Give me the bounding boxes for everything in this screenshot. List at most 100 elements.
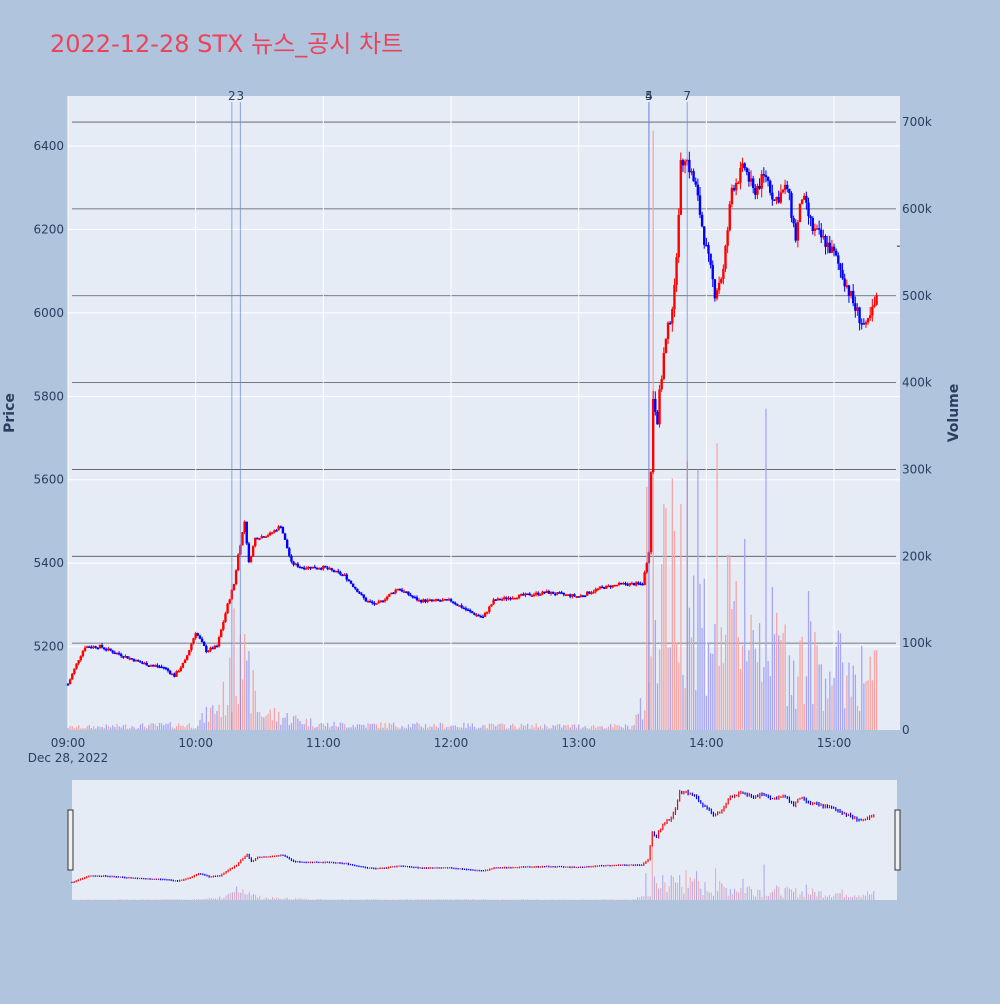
- candle-body: [205, 646, 207, 652]
- candle-body: [807, 203, 809, 216]
- candle-body: [499, 599, 501, 601]
- volume-bar: [663, 504, 664, 730]
- candle-body: [580, 595, 582, 597]
- volume-bar: [108, 726, 109, 730]
- volume-bar: [397, 727, 398, 730]
- mini-volume-bar: [848, 897, 849, 900]
- volume-bar: [716, 443, 717, 730]
- volume-bar: [467, 723, 468, 730]
- candle-body: [746, 168, 748, 172]
- volume-bar: [342, 723, 343, 730]
- candle-body: [305, 568, 307, 570]
- volume-bar: [731, 609, 732, 730]
- candle-body: [873, 305, 875, 307]
- volume-bar: [176, 726, 177, 730]
- candle-body: [222, 622, 224, 630]
- candle-body: [537, 593, 539, 595]
- mini-volume-bar: [799, 895, 800, 900]
- candle-body: [801, 200, 803, 204]
- candle-body: [443, 599, 445, 601]
- mini-volume-bar: [215, 899, 216, 900]
- mini-volume-bar: [399, 899, 400, 900]
- volume-bar: [270, 710, 271, 730]
- mini-volume-bar: [316, 899, 317, 900]
- candle-body: [420, 600, 422, 602]
- mini-volume-bar: [217, 899, 218, 900]
- volume-bar: [636, 715, 637, 730]
- candle-body: [360, 594, 362, 596]
- candle-body: [680, 160, 682, 215]
- volume-bar: [144, 727, 145, 730]
- volume-bar: [572, 725, 573, 730]
- mini-volume-bar: [475, 899, 476, 900]
- mini-volume-bar: [603, 899, 604, 900]
- volume-bar: [608, 726, 609, 730]
- volume-bar: [580, 729, 581, 730]
- volume-bar: [810, 621, 811, 730]
- candle-body: [233, 584, 235, 590]
- volume-bar: [665, 508, 666, 730]
- volume-bar: [512, 724, 513, 730]
- mini-volume-bar: [219, 897, 220, 900]
- mini-volume-bar: [342, 899, 343, 900]
- mini-volume-bar: [582, 899, 583, 900]
- mini-volume-bar: [278, 898, 279, 900]
- range-handle-left[interactable]: [68, 810, 73, 870]
- mini-volume-bar: [730, 889, 731, 900]
- mini-volume-bar: [795, 888, 796, 900]
- volume-bar: [589, 729, 590, 730]
- volume-bar: [180, 726, 181, 730]
- candle-body: [726, 230, 728, 246]
- mini-volume-bar: [472, 899, 473, 900]
- candle-body: [341, 575, 343, 577]
- plot-area: [68, 96, 900, 730]
- volume-bar: [748, 650, 749, 730]
- candle-body: [397, 589, 399, 591]
- candle-body: [129, 658, 131, 660]
- rangeslider[interactable]: [72, 780, 897, 900]
- candle-body: [403, 591, 405, 593]
- candle-body: [197, 633, 199, 635]
- mini-volume-bar: [173, 899, 174, 900]
- candle-body: [199, 636, 201, 639]
- mini-volume-bar: [135, 899, 136, 900]
- mini-volume-bar: [297, 899, 298, 900]
- candle-body: [609, 586, 611, 588]
- candle-body: [211, 648, 213, 650]
- volume-bar: [770, 676, 771, 730]
- candle-body: [841, 270, 843, 279]
- candle-body: [871, 307, 873, 316]
- candle-body: [714, 279, 716, 298]
- volume-bar: [644, 711, 645, 730]
- mini-volume-bar: [837, 893, 838, 900]
- volume-bar: [93, 726, 94, 730]
- candle-body: [607, 586, 609, 588]
- candle-body: [380, 601, 382, 603]
- mini-volume-bar: [512, 899, 513, 900]
- time-tick-label: 14:00: [689, 736, 724, 750]
- volume-bar: [165, 724, 166, 730]
- candle-body: [437, 599, 439, 601]
- volume-bar: [625, 724, 626, 730]
- volume-bar: [799, 640, 800, 730]
- candle-body: [92, 646, 94, 648]
- range-handle-right[interactable]: [895, 810, 900, 870]
- volume-bar: [814, 632, 815, 730]
- candle-body: [226, 604, 228, 614]
- price-tick-label: 6200: [33, 222, 64, 236]
- mini-volume-bar: [523, 899, 524, 900]
- volume-tick-label: 600k: [902, 202, 932, 216]
- volume-bar: [433, 724, 434, 730]
- volume-tick-label: 500k: [902, 289, 932, 303]
- candle-body: [124, 656, 126, 658]
- candle-body: [735, 183, 737, 190]
- volume-bar: [121, 728, 122, 730]
- candle-body: [514, 598, 516, 600]
- mini-volume-bar: [643, 896, 644, 900]
- candle-body: [684, 161, 686, 165]
- mini-volume-bar: [825, 896, 826, 900]
- mini-volume-bar: [778, 887, 779, 900]
- mini-volume-bar: [204, 899, 205, 900]
- candle-body: [697, 185, 699, 196]
- mini-volume-bar: [721, 883, 722, 900]
